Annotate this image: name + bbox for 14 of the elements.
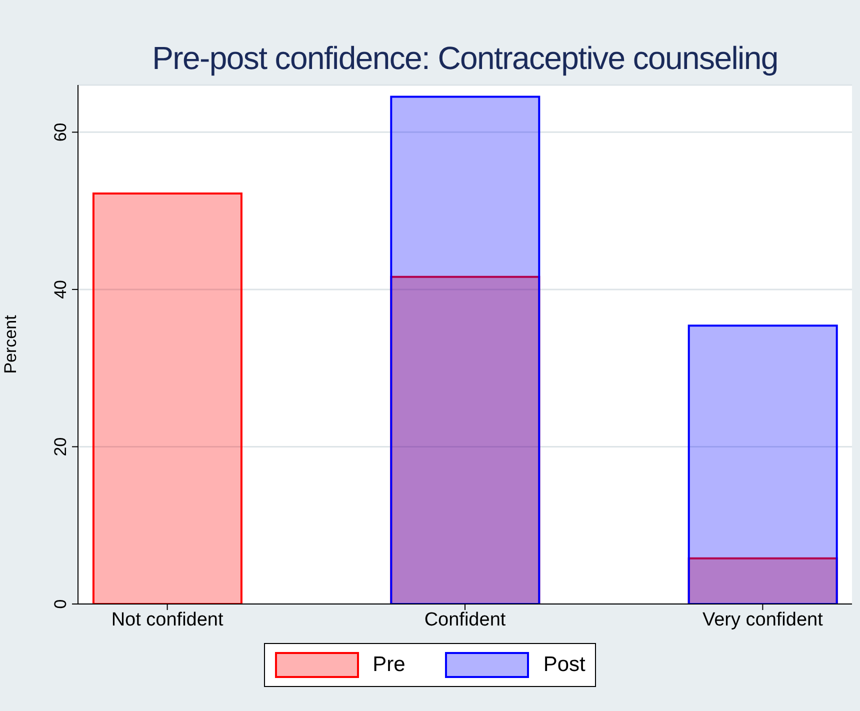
chart-title: Pre-post confidence: Contraceptive counseling: [151, 40, 779, 77]
bar: [390, 96, 540, 604]
legend-label: Post: [543, 653, 586, 677]
bar: [688, 324, 838, 604]
y-tick-label: 40: [51, 280, 70, 299]
y-tick-label: 0: [51, 599, 70, 609]
x-tick-label: Confident: [424, 609, 506, 630]
legend-label: Pre: [372, 653, 406, 677]
bar: [92, 192, 242, 604]
y-axis-title: Percent: [1, 314, 20, 374]
x-tick-label: Very confident: [702, 609, 824, 630]
y-tick-label: 20: [51, 437, 70, 456]
y-tick-label: 60: [51, 122, 70, 142]
x-tick-label: Not confident: [111, 609, 224, 630]
